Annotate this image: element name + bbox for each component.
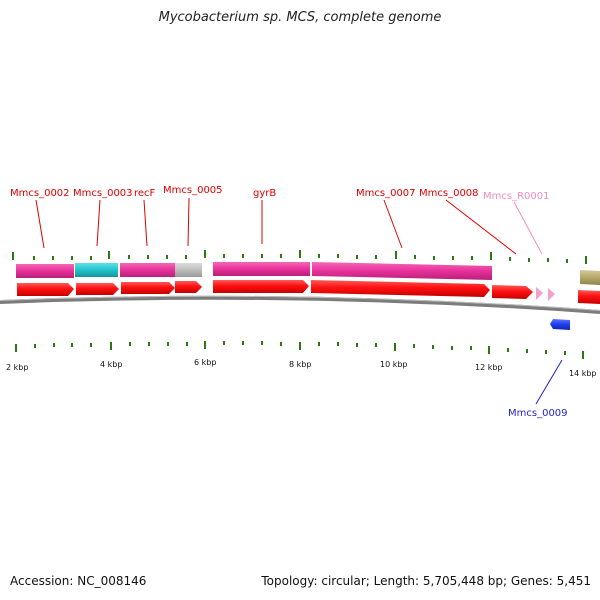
leader-line-mmcs-0009 xyxy=(535,359,563,405)
gene-label-recf[interactable]: recF xyxy=(134,188,156,199)
genome-summary-text: Topology: circular; Length: 5,705,448 bp… xyxy=(261,574,591,588)
scale-label-14kbp: 14 kbp xyxy=(569,369,597,378)
gene-arrow-mmcs-0007[interactable] xyxy=(311,280,490,297)
cds-block-mmcs-0005[interactable] xyxy=(175,263,202,277)
leader-line-mmcs-0005 xyxy=(187,197,190,247)
gene-label-mmcs-0009[interactable]: Mmcs_0009 xyxy=(508,408,568,419)
gene-label-mmcs-0002[interactable]: Mmcs_0002 xyxy=(10,188,70,199)
rna-arrow-mmcs-r0001-b[interactable] xyxy=(548,288,555,301)
scale-labels: 2 kbp 4 kbp 6 kbp 8 kbp 10 kbp 12 kbp 14… xyxy=(6,358,597,378)
genome-backbone-highlight xyxy=(0,295,600,311)
gene-label-mmcs-0007[interactable]: Mmcs_0007 xyxy=(356,188,416,199)
gene-arrow-mmcs-0003[interactable] xyxy=(76,283,119,295)
scale-label-2kbp: 2 kbp xyxy=(6,363,28,372)
upper-cds-track xyxy=(16,262,600,285)
gene-arrow-mmcs-0005[interactable] xyxy=(175,281,202,293)
gene-arrow-mmcs-0009[interactable] xyxy=(550,319,570,330)
gene-arrow-recf[interactable] xyxy=(121,282,175,294)
page-title: Mycobacterium sp. MCS, complete genome xyxy=(158,10,442,25)
cds-block-mmcs-0007[interactable] xyxy=(312,262,492,280)
gene-arrow-gyrb[interactable] xyxy=(213,280,309,293)
gene-arrow-right-edge[interactable] xyxy=(578,290,600,304)
leader-line-mmcs-0007 xyxy=(383,199,403,249)
scale-label-12kbp: 12 kbp xyxy=(475,363,503,372)
scale-label-10kbp: 10 kbp xyxy=(380,360,408,369)
cds-block-mmcs-0003[interactable] xyxy=(75,263,118,277)
upper-ticks xyxy=(12,250,587,264)
leader-line-mmcs-0008 xyxy=(445,199,517,255)
scale-label-8kbp: 8 kbp xyxy=(289,360,311,369)
leader-line-mmcs-0003 xyxy=(96,199,101,247)
leader-line-mmcs-0002 xyxy=(35,199,45,249)
gene-label-mmcs-0005[interactable]: Mmcs_0005 xyxy=(163,185,223,196)
cds-block-recf[interactable] xyxy=(120,263,175,277)
gene-arrow-mmcs-0002[interactable] xyxy=(17,283,74,296)
gene-label-mmcs-0003[interactable]: Mmcs_0003 xyxy=(73,188,133,199)
lower-ticks xyxy=(15,341,584,359)
cds-block-gyrb[interactable] xyxy=(213,262,310,276)
cds-block-mmcs-0002[interactable] xyxy=(16,264,74,278)
leader-lines xyxy=(35,197,563,405)
rna-arrow-mmcs-r0001-a[interactable] xyxy=(536,287,543,300)
scale-label-6kbp: 6 kbp xyxy=(194,358,216,367)
leader-line-recf xyxy=(143,199,148,247)
genome-backbone xyxy=(0,295,600,314)
gene-labels: Mmcs_0002 Mmcs_0003 recF Mmcs_0005 gyrB … xyxy=(10,185,568,419)
forward-strand-arrows xyxy=(17,280,600,304)
cds-block-olive[interactable] xyxy=(580,270,600,285)
gene-label-mmcs-r0001[interactable]: Mmcs_R0001 xyxy=(483,191,549,202)
accession-text: Accession: NC_008146 xyxy=(10,574,147,588)
leader-line-mmcs-r0001 xyxy=(513,201,543,255)
gene-arrow-mmcs-0008[interactable] xyxy=(492,285,533,299)
scale-label-4kbp: 4 kbp xyxy=(100,360,122,369)
gene-label-gyrb[interactable]: gyrB xyxy=(253,188,276,199)
gene-label-mmcs-0008[interactable]: Mmcs_0008 xyxy=(419,188,479,199)
